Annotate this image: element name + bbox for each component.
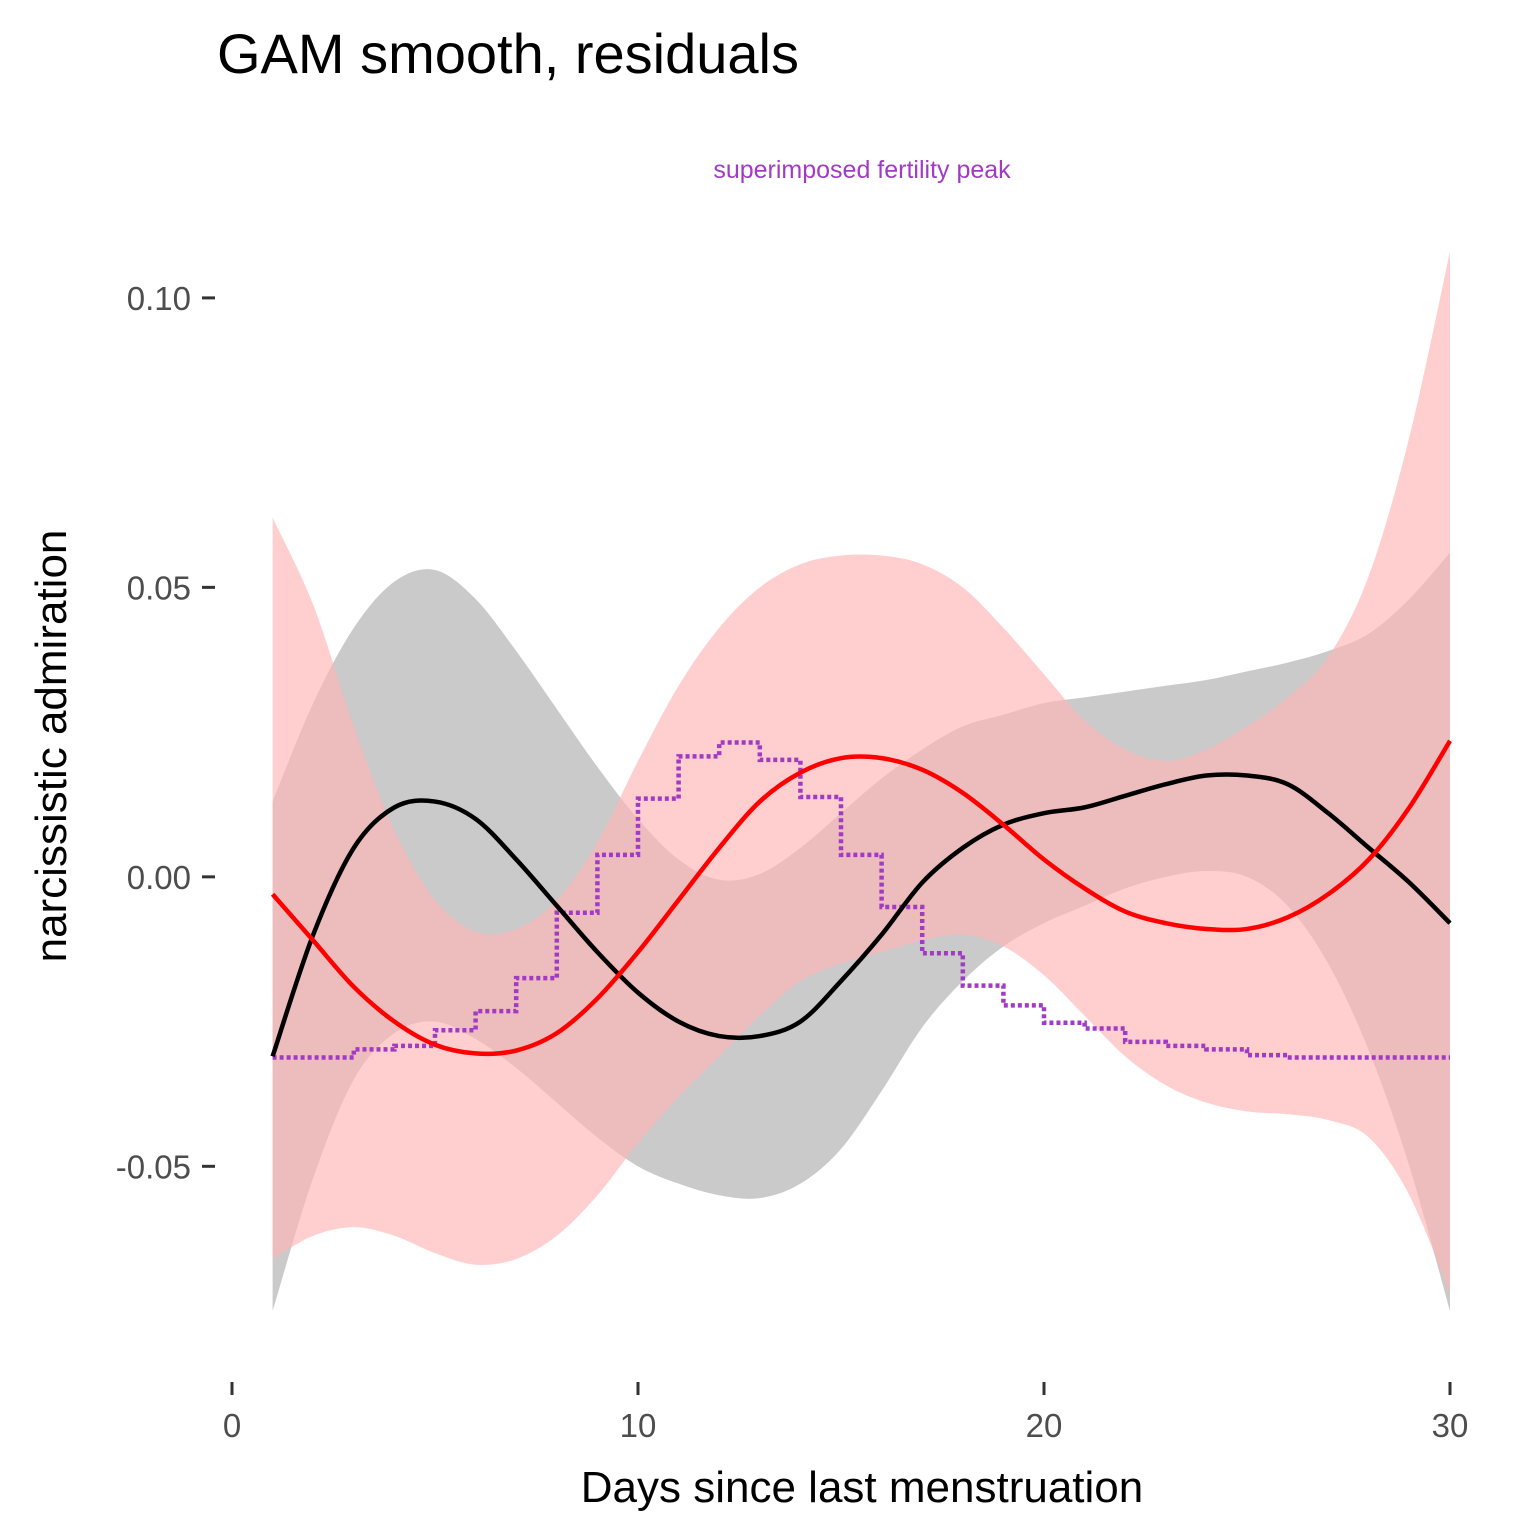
red-series-band xyxy=(272,251,1451,1294)
x-axis: 0 10 20 30 xyxy=(223,1382,1469,1444)
y-tick-label: 0.00 xyxy=(127,859,191,896)
y-axis: -0.05 0.00 0.05 0.10 xyxy=(116,280,215,1185)
series-lines xyxy=(270,739,1452,1060)
x-axis-title: Days since last menstruation xyxy=(581,1463,1143,1512)
x-tick-label: 30 xyxy=(1432,1407,1469,1444)
y-tick-label: -0.05 xyxy=(116,1148,191,1185)
confidence-bands xyxy=(272,251,1451,1312)
black-series-line xyxy=(270,772,1452,1058)
chart-title: GAM smooth, residuals xyxy=(217,22,799,85)
y-axis-title: narcissistic admiration xyxy=(27,530,76,963)
fertility-peak-annotation: superimposed fertility peak xyxy=(713,156,1011,184)
red-series-line xyxy=(270,739,1452,1057)
x-tick-label: 20 xyxy=(1026,1407,1063,1444)
x-tick-label: 0 xyxy=(223,1407,241,1444)
y-tick-label: 0.10 xyxy=(127,280,191,317)
fertility-step-line xyxy=(272,740,1450,1060)
x-tick-label: 10 xyxy=(620,1407,657,1444)
plot-area xyxy=(270,251,1452,1312)
y-tick-label: 0.05 xyxy=(127,569,191,606)
